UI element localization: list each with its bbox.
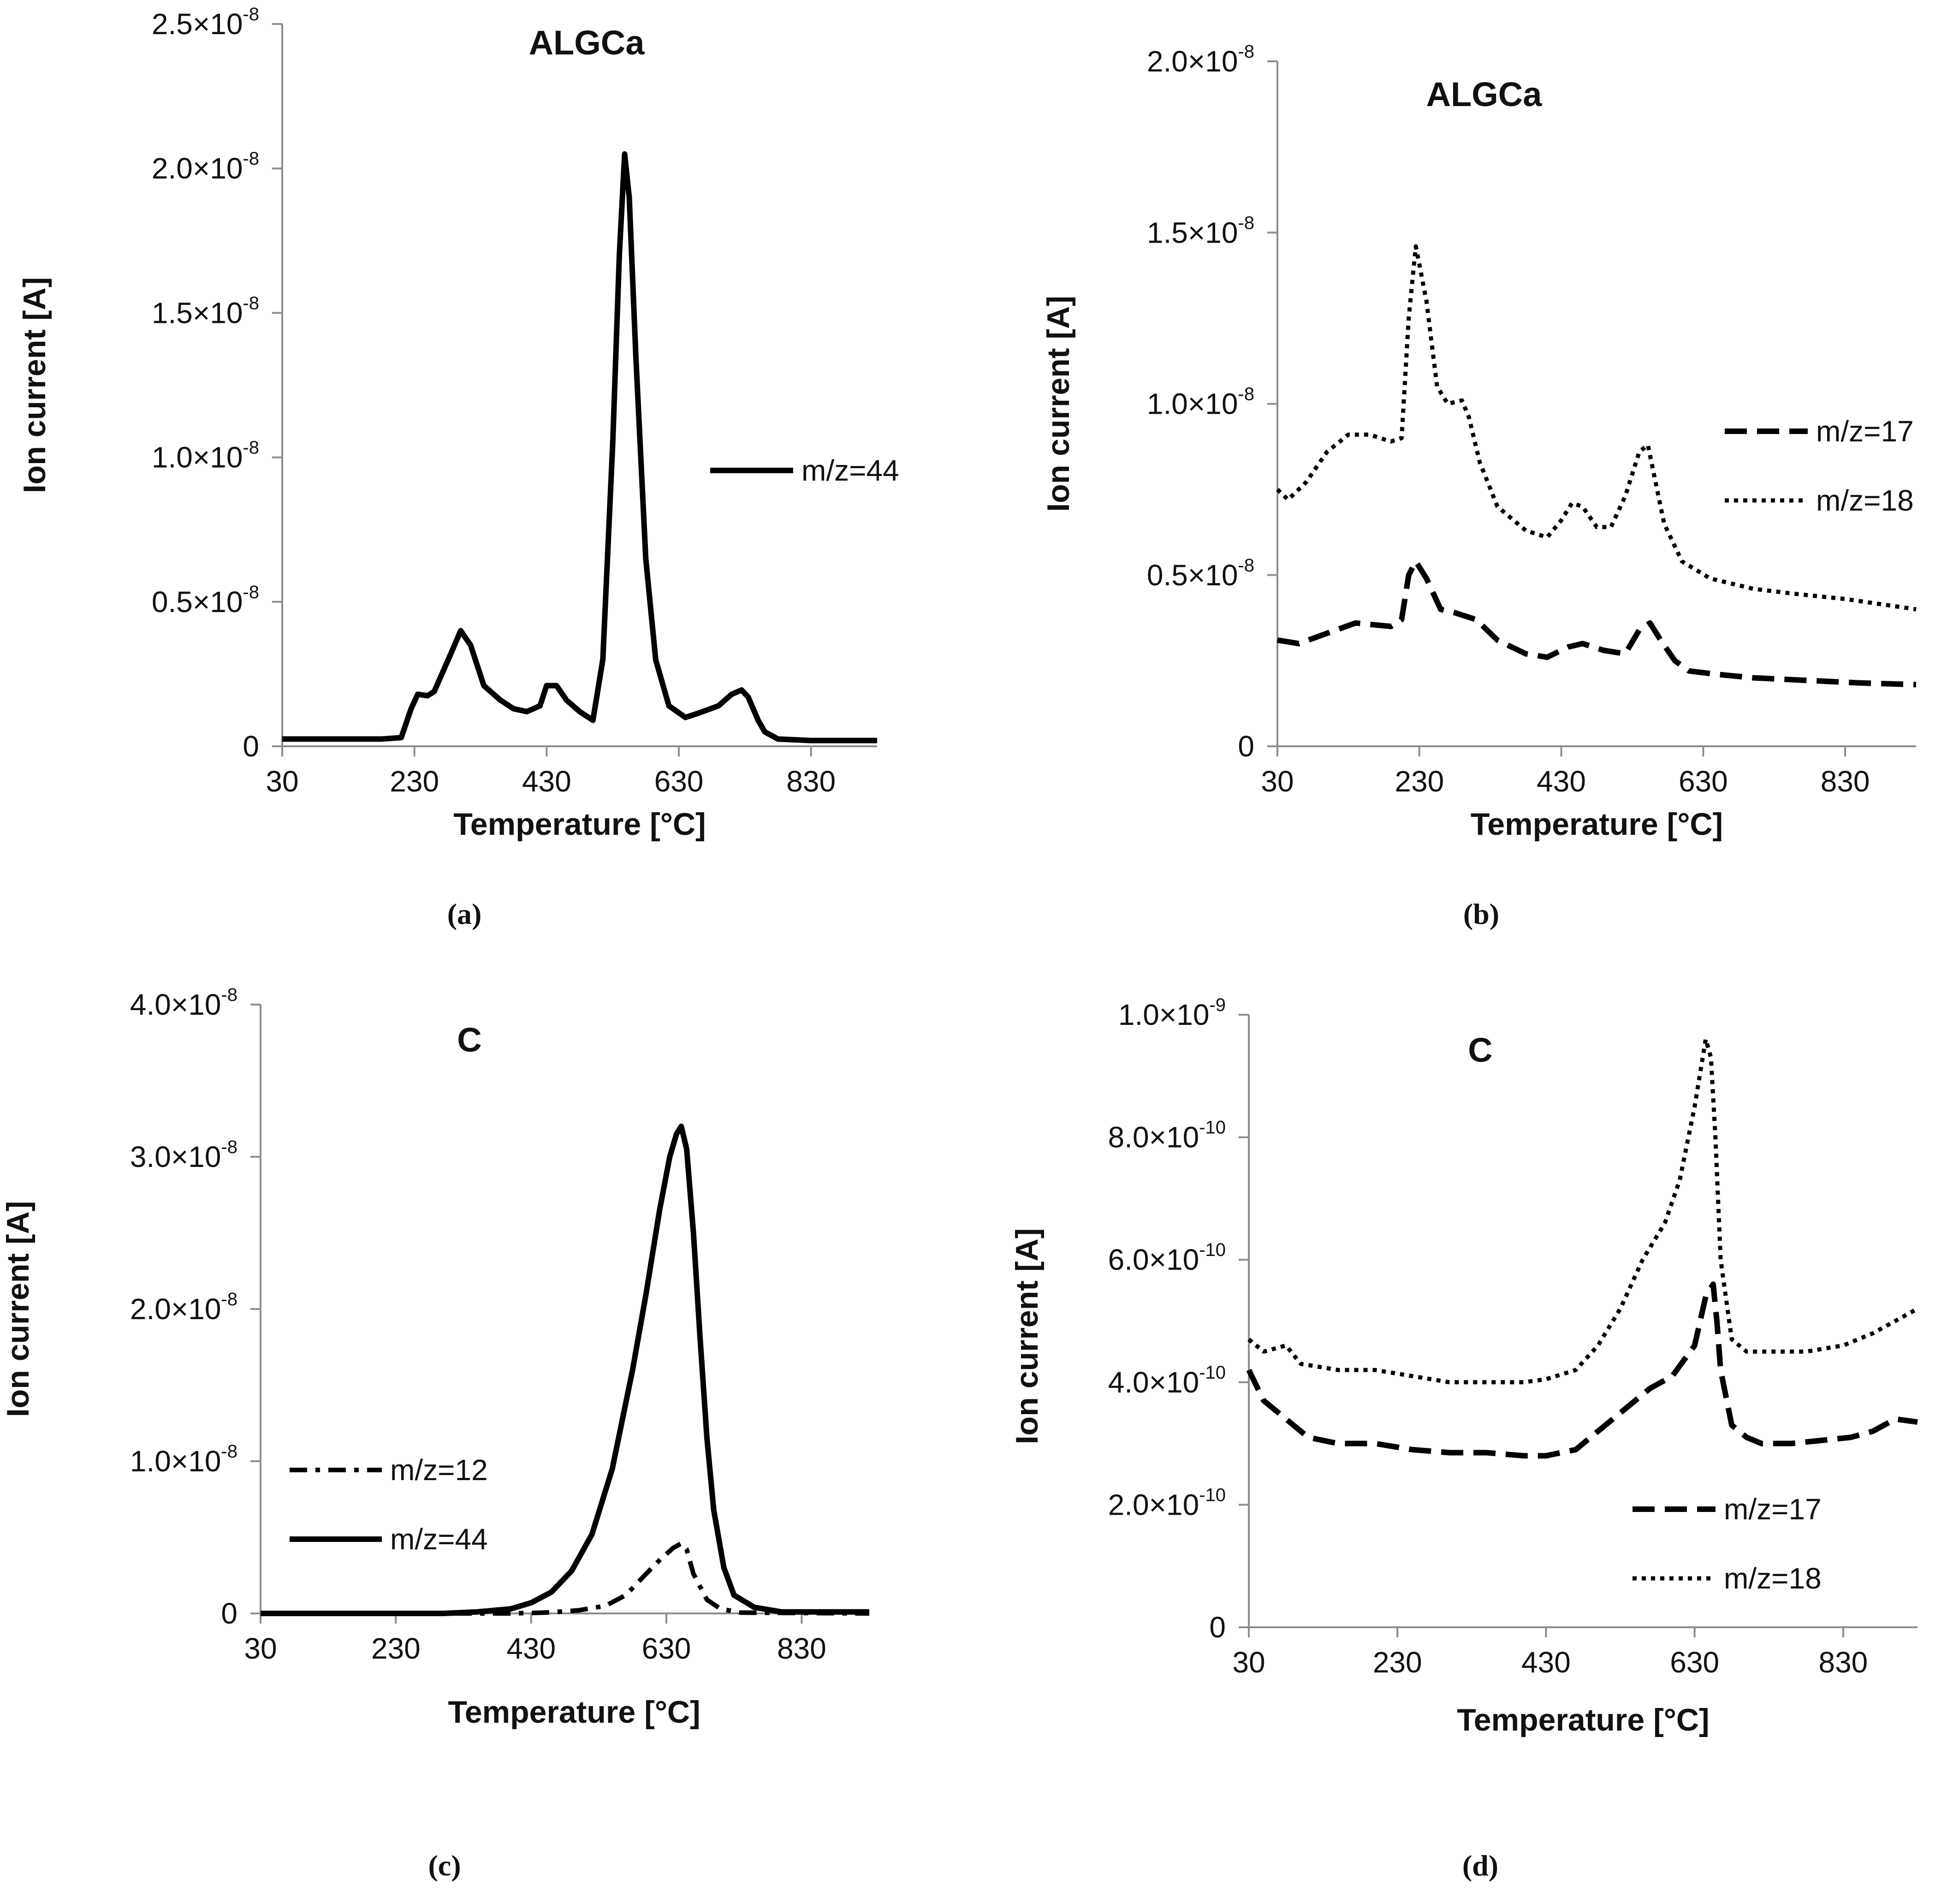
panel-caption: (a) bbox=[447, 898, 482, 930]
y-axis-title: Ion current [A] bbox=[1009, 1228, 1045, 1444]
x-tick-label: 430 bbox=[522, 765, 571, 798]
x-tick-label: 830 bbox=[777, 1632, 826, 1665]
y-tick-label: 8.0×10-10 bbox=[1108, 1118, 1226, 1154]
x-tick-label: 430 bbox=[506, 1632, 556, 1665]
panel-caption: (d) bbox=[1462, 1849, 1498, 1882]
series-line-mz-17 bbox=[1246, 1281, 1918, 1459]
chart-panel-a: 0 0.5×10-8 1.0×10-8 1.5×10-8 2.0×10-8 2.5×10-… bbox=[17, 4, 899, 930]
chart-panel-c: 0 1.0×10-8 2.0×10-8 3.0×10-8 4.0×10-8 30 230 43… bbox=[0, 985, 870, 1882]
x-tick-label: 230 bbox=[390, 765, 439, 798]
x-tick-label: 830 bbox=[786, 765, 836, 798]
legend-label: m/z=12 bbox=[390, 1453, 488, 1487]
y-tick-label: 0.5×10-8 bbox=[1147, 555, 1254, 592]
x-tick-label: 830 bbox=[1821, 765, 1870, 798]
y-axis-title: Ion current [A] bbox=[0, 1201, 36, 1417]
x-axis-title: Temperature [°C] bbox=[1471, 807, 1723, 842]
y-tick-label: 4.0×10-8 bbox=[130, 985, 237, 1021]
y-tick-label: 2.5×10-8 bbox=[152, 4, 259, 41]
y-axis-title: Ion current [A] bbox=[17, 277, 52, 493]
y-tick-label: 0 bbox=[1209, 1611, 1226, 1644]
y-tick-label: 6.0×10-10 bbox=[1108, 1240, 1226, 1276]
x-tick-label: 230 bbox=[371, 1632, 421, 1665]
y-tick-label: 1.0×10-8 bbox=[130, 1441, 237, 1478]
x-tick-label: 30 bbox=[266, 765, 298, 798]
y-tick-label: 2.0×10-8 bbox=[1147, 42, 1254, 78]
x-tick-label: 230 bbox=[1395, 765, 1444, 798]
series-line-mz-18 bbox=[1247, 1037, 1919, 1385]
legend-label: m/z=17 bbox=[1816, 415, 1914, 448]
series-line-mz-44 bbox=[282, 151, 877, 744]
y-tick-label: 0 bbox=[1238, 730, 1254, 763]
y-tick-label: 4.0×10-10 bbox=[1108, 1363, 1226, 1399]
panel-caption: (b) bbox=[1463, 898, 1499, 930]
y-tick-label: 2.0×10-8 bbox=[152, 149, 259, 185]
x-tick-label: 430 bbox=[1537, 765, 1586, 798]
chart-panel-b: 0 0.5×10-8 1.0×10-8 1.5×10-8 2.0×10-8 30 230 43… bbox=[1041, 42, 1917, 930]
y-tick-label: 0 bbox=[243, 730, 259, 763]
y-tick-label: 2.0×10-8 bbox=[130, 1289, 237, 1326]
chart-title: C bbox=[457, 1021, 481, 1059]
x-axis-title: Temperature [°C] bbox=[448, 1695, 700, 1730]
legend-label: m/z=18 bbox=[1816, 484, 1914, 517]
y-tick-label: 1.0×10-8 bbox=[1147, 384, 1254, 421]
y-tick-label: 1.0×10-8 bbox=[152, 438, 259, 474]
chart-title: ALGCa bbox=[529, 24, 645, 62]
y-tick-label: 2.0×10-10 bbox=[1108, 1485, 1226, 1521]
x-tick-label: 630 bbox=[642, 1632, 691, 1665]
x-axis-title: Temperature [°C] bbox=[1457, 1702, 1709, 1737]
legend-label: m/z=44 bbox=[390, 1523, 488, 1556]
y-tick-label: 1.5×10-8 bbox=[1147, 213, 1254, 249]
x-tick-label: 230 bbox=[1373, 1646, 1422, 1679]
legend-label: m/z=18 bbox=[1724, 1562, 1822, 1595]
x-axis-title: Temperature [°C] bbox=[453, 807, 706, 842]
x-tick-label: 30 bbox=[1232, 1646, 1265, 1679]
y-tick-label: 0.5×10-8 bbox=[152, 582, 259, 619]
chart-title: ALGCa bbox=[1426, 75, 1543, 113]
panel-caption: (c) bbox=[428, 1849, 461, 1882]
series-line-mz-44 bbox=[261, 1124, 869, 1616]
y-tick-label: 0 bbox=[221, 1597, 237, 1630]
chart-panel-d: 0 2.0×10-10 4.0×10-10 6.0×10-10 8.0×10-10 1.0… bbox=[1009, 995, 1919, 1882]
legend-label: m/z=44 bbox=[801, 454, 899, 487]
y-tick-label: 3.0×10-8 bbox=[130, 1137, 237, 1173]
x-tick-label: 630 bbox=[654, 765, 704, 798]
series-line-mz-18 bbox=[1276, 244, 1917, 612]
series-line-mz-17 bbox=[1277, 559, 1917, 688]
series-line-mz-12 bbox=[261, 1541, 870, 1616]
chart-title: C bbox=[1468, 1031, 1492, 1069]
x-tick-label: 830 bbox=[1818, 1646, 1868, 1679]
y-axis-title: Ion current [A] bbox=[1041, 296, 1076, 512]
legend-label: m/z=17 bbox=[1724, 1493, 1822, 1526]
x-tick-label: 630 bbox=[1670, 1646, 1719, 1679]
x-tick-label: 430 bbox=[1521, 1646, 1571, 1679]
y-tick-label: 1.0×10-9 bbox=[1118, 995, 1226, 1031]
x-tick-label: 30 bbox=[1261, 765, 1294, 798]
y-tick-label: 1.5×10-8 bbox=[152, 293, 259, 329]
x-tick-label: 630 bbox=[1679, 765, 1728, 798]
x-tick-label: 30 bbox=[244, 1632, 277, 1665]
